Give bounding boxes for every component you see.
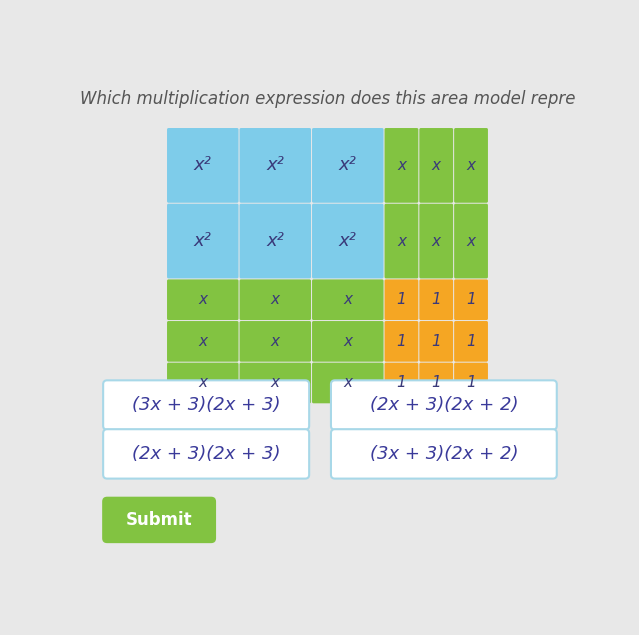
Text: x²: x² [194, 232, 212, 250]
FancyBboxPatch shape [240, 321, 311, 362]
Text: x: x [432, 234, 441, 248]
FancyBboxPatch shape [454, 321, 488, 362]
FancyBboxPatch shape [312, 321, 383, 362]
Text: (3x + 3)(2x + 2): (3x + 3)(2x + 2) [369, 445, 518, 463]
FancyBboxPatch shape [167, 204, 238, 278]
FancyBboxPatch shape [312, 279, 383, 320]
FancyBboxPatch shape [385, 363, 419, 403]
Text: 1: 1 [397, 334, 406, 349]
Text: 1: 1 [466, 375, 476, 391]
FancyBboxPatch shape [385, 321, 419, 362]
FancyBboxPatch shape [167, 321, 238, 362]
Text: x: x [271, 334, 280, 349]
Text: x: x [271, 292, 280, 307]
Text: x²: x² [194, 156, 212, 175]
FancyBboxPatch shape [312, 128, 383, 203]
Text: x: x [343, 292, 352, 307]
FancyBboxPatch shape [419, 204, 453, 278]
Text: 1: 1 [466, 292, 476, 307]
FancyBboxPatch shape [419, 279, 453, 320]
Text: 1: 1 [397, 375, 406, 391]
Text: 1: 1 [397, 292, 406, 307]
FancyBboxPatch shape [240, 128, 311, 203]
Text: x: x [271, 375, 280, 391]
Text: x: x [397, 158, 406, 173]
FancyBboxPatch shape [240, 204, 311, 278]
FancyBboxPatch shape [385, 128, 419, 203]
Text: x: x [198, 375, 207, 391]
FancyBboxPatch shape [454, 363, 488, 403]
Text: x: x [343, 375, 352, 391]
Text: x²: x² [339, 232, 357, 250]
FancyBboxPatch shape [385, 279, 419, 320]
FancyBboxPatch shape [312, 363, 383, 403]
Text: x: x [198, 292, 207, 307]
Text: 1: 1 [431, 292, 441, 307]
Text: (3x + 3)(2x + 3): (3x + 3)(2x + 3) [132, 396, 281, 414]
Text: x²: x² [266, 232, 284, 250]
Text: (2x + 3)(2x + 3): (2x + 3)(2x + 3) [132, 445, 281, 463]
Text: 1: 1 [466, 334, 476, 349]
Text: x²: x² [339, 156, 357, 175]
FancyBboxPatch shape [331, 429, 557, 479]
FancyBboxPatch shape [454, 128, 488, 203]
Text: x: x [397, 234, 406, 248]
Text: x: x [466, 158, 475, 173]
FancyBboxPatch shape [103, 429, 309, 479]
FancyBboxPatch shape [167, 363, 238, 403]
FancyBboxPatch shape [385, 204, 419, 278]
FancyBboxPatch shape [103, 380, 309, 430]
FancyBboxPatch shape [419, 363, 453, 403]
FancyBboxPatch shape [454, 279, 488, 320]
FancyBboxPatch shape [167, 279, 238, 320]
Text: x²: x² [266, 156, 284, 175]
Text: x: x [466, 234, 475, 248]
Text: x: x [198, 334, 207, 349]
FancyBboxPatch shape [102, 497, 216, 543]
Text: Which multiplication expression does this area model repre: Which multiplication expression does thi… [80, 90, 575, 108]
Text: x: x [343, 334, 352, 349]
FancyBboxPatch shape [331, 380, 557, 430]
Text: Submit: Submit [126, 511, 192, 529]
Text: x: x [432, 158, 441, 173]
FancyBboxPatch shape [240, 279, 311, 320]
FancyBboxPatch shape [454, 204, 488, 278]
FancyBboxPatch shape [312, 204, 383, 278]
Text: (2x + 3)(2x + 2): (2x + 3)(2x + 2) [369, 396, 518, 414]
FancyBboxPatch shape [240, 363, 311, 403]
Text: 1: 1 [431, 334, 441, 349]
FancyBboxPatch shape [419, 321, 453, 362]
FancyBboxPatch shape [167, 128, 238, 203]
Text: 1: 1 [431, 375, 441, 391]
FancyBboxPatch shape [419, 128, 453, 203]
